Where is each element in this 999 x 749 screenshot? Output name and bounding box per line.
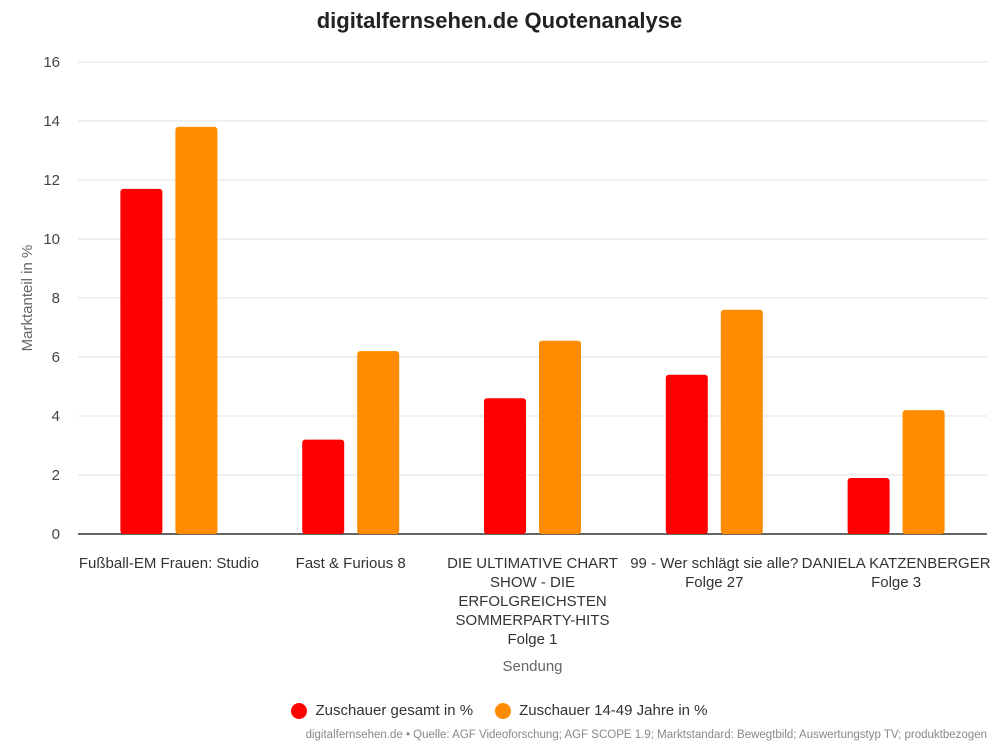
y-tick-label: 2 <box>52 467 60 484</box>
legend: Zuschauer gesamt in % Zuschauer 14-49 Ja… <box>0 702 999 719</box>
bar-gesamt-2 <box>484 398 526 534</box>
bar-14-49-0 <box>175 126 218 535</box>
bar-chart: 0 2 4 6 8 10 12 14 16 Marktanteil in % Fußball-EM … <box>19 54 991 675</box>
y-tick-label: 12 <box>43 172 60 189</box>
legend-item-14-49[interactable]: Zuschauer 14-49 Jahre in % <box>495 702 708 719</box>
bar-14-49-3 <box>720 309 763 534</box>
x-axis-title: Sendung <box>502 658 562 675</box>
legend-label-gesamt: Zuschauer gesamt in % <box>315 702 474 719</box>
legend-item-gesamt[interactable]: Zuschauer gesamt in % <box>291 702 473 719</box>
x-category-label: ERFOLGREICHSTEN <box>458 593 606 610</box>
bar-gesamt-3 <box>665 374 708 534</box>
y-tick-label: 14 <box>43 113 60 130</box>
bar-gesamt-0 <box>120 188 163 534</box>
x-category-label: Fast & Furious 8 <box>296 555 406 572</box>
x-category-label: Folge 1 <box>507 631 557 648</box>
x-category-label: DIE ULTIMATIVE CHART <box>447 555 618 572</box>
bar-gesamt-1 <box>302 439 345 534</box>
legend-swatch-14-49 <box>495 702 512 719</box>
x-category-label: DANIELA KATZENBERGER <box>802 555 991 572</box>
bar-14-49-2 <box>539 340 581 534</box>
source-footer: digitalfernsehen.de • Quelle: AGF Videof… <box>305 729 987 741</box>
y-tick-label: 0 <box>52 526 60 543</box>
x-category-label: Fußball-EM Frauen: Studio <box>79 555 259 572</box>
x-category-label: Folge 27 <box>685 574 743 591</box>
bar-gesamt-4 <box>847 477 890 534</box>
y-axis-title: Marktanteil in % <box>19 245 36 352</box>
y-tick-label: 10 <box>43 231 60 248</box>
bar-14-49-4 <box>902 410 945 534</box>
x-category-label: Folge 3 <box>871 574 921 591</box>
y-tick-label: 6 <box>52 349 60 366</box>
y-tick-label: 16 <box>43 54 60 71</box>
x-category-label: 99 - Wer schlägt sie alle? <box>630 555 798 572</box>
chart-title: digitalfernsehen.de Quotenanalyse <box>316 8 683 33</box>
legend-swatch-gesamt <box>291 702 308 719</box>
y-tick-label: 4 <box>52 408 60 425</box>
legend-label-14-49: Zuschauer 14-49 Jahre in % <box>519 702 708 719</box>
bar-14-49-1 <box>357 351 400 534</box>
y-tick-label: 8 <box>52 290 60 307</box>
x-category-label: SOMMERPARTY-HITS <box>456 612 610 629</box>
x-category-label: SHOW - DIE <box>490 574 575 591</box>
